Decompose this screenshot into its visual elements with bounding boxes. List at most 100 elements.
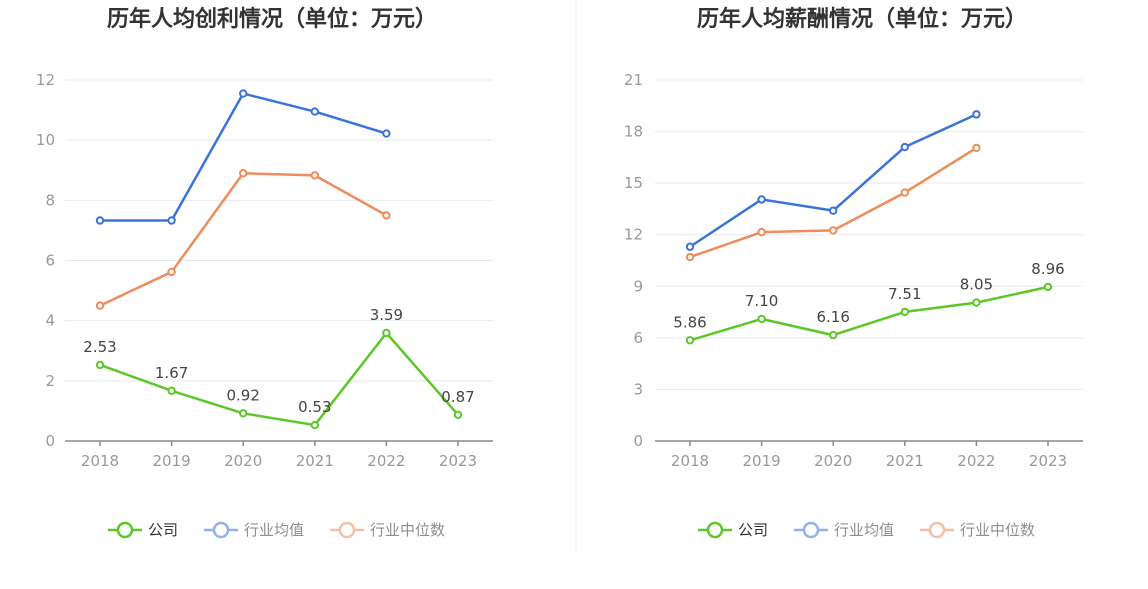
legend-label: 行业均值 bbox=[244, 521, 304, 539]
data-point-company bbox=[1043, 282, 1053, 292]
data-label: 7.51 bbox=[888, 285, 921, 303]
data-label: 7.10 bbox=[745, 292, 778, 310]
data-point-company bbox=[239, 409, 248, 418]
y-tick-label: 9 bbox=[633, 277, 643, 295]
series-line-industry_median bbox=[689, 146, 978, 259]
legend-label: 公司 bbox=[148, 521, 178, 539]
y-tick-label: 0 bbox=[633, 432, 643, 450]
x-tick-label: 2020 bbox=[224, 452, 262, 470]
x-tick-label: 2021 bbox=[296, 452, 334, 470]
legend-item-industry_median: 行业中位数 bbox=[920, 521, 1035, 539]
data-label: 0.87 bbox=[441, 388, 474, 406]
data-label: 8.05 bbox=[960, 276, 993, 294]
x-tick-label: 2019 bbox=[743, 452, 781, 470]
data-point-industry_avg bbox=[829, 206, 838, 215]
y-tick-label: 8 bbox=[45, 191, 55, 209]
series-line-company bbox=[99, 331, 459, 427]
chart-1: 历年人均创利情况（单位：万元） 0 2 4 6 8 10 12 2018 2019 2020 2021… bbox=[36, 6, 493, 539]
x-tick-label: 2021 bbox=[886, 452, 924, 470]
y-tick-label: 12 bbox=[36, 71, 55, 89]
x-tick-label: 2023 bbox=[1029, 452, 1067, 470]
data-point-industry_avg bbox=[900, 142, 909, 152]
data-point-industry_median bbox=[757, 227, 766, 237]
legend: 公司 行业均值 行业中位数 bbox=[108, 521, 445, 539]
legend-label: 行业中位数 bbox=[960, 521, 1035, 539]
legend-symbol-circle bbox=[802, 521, 820, 539]
series-line-industry_avg bbox=[100, 92, 387, 222]
y-tick-label: 2 bbox=[45, 372, 55, 390]
data-point-industry_median bbox=[900, 188, 909, 197]
data-point-industry_median bbox=[685, 252, 695, 262]
y-tick-label: 6 bbox=[45, 252, 55, 270]
data-point-industry_avg bbox=[757, 195, 766, 204]
data-point-industry_median bbox=[167, 267, 176, 277]
chart-title: 历年人均薪酬情况（单位：万元） bbox=[697, 6, 1027, 32]
data-point-company bbox=[310, 420, 319, 430]
legend-symbol-circle bbox=[116, 521, 134, 539]
y-tick-label: 21 bbox=[624, 71, 643, 89]
x-tick-label: 2023 bbox=[439, 452, 477, 470]
x-tick-label: 2022 bbox=[367, 452, 405, 470]
data-point-industry_avg bbox=[95, 216, 105, 225]
chart-title: 历年人均创利情况（单位：万元） bbox=[107, 6, 437, 32]
y-tick-label: 6 bbox=[633, 329, 643, 347]
y-tick-label: 12 bbox=[624, 226, 643, 244]
legend-item-industry_median: 行业中位数 bbox=[330, 521, 445, 539]
legend-item-company: 公司 bbox=[698, 521, 768, 539]
legend-symbol-circle bbox=[212, 521, 230, 539]
y-tick-label: 4 bbox=[45, 312, 55, 330]
data-point-industry_avg bbox=[239, 89, 248, 98]
data-label: 5.86 bbox=[673, 313, 706, 331]
data-point-industry_median bbox=[829, 226, 838, 235]
data-point-company bbox=[685, 336, 695, 345]
y-tick-label: 18 bbox=[624, 123, 643, 141]
data-label: 6.16 bbox=[816, 308, 849, 326]
legend-item-industry_avg: 行业均值 bbox=[204, 521, 304, 539]
data-point-industry_median bbox=[239, 169, 248, 178]
data-point-company bbox=[972, 298, 981, 307]
data-point-industry_avg bbox=[310, 107, 319, 116]
data-point-company bbox=[829, 330, 838, 340]
data-label: 3.59 bbox=[370, 306, 403, 324]
data-point-company bbox=[167, 386, 176, 395]
data-point-company bbox=[900, 307, 909, 317]
data-label: 8.96 bbox=[1031, 260, 1064, 278]
legend: 公司 行业均值 行业中位数 bbox=[698, 521, 1035, 539]
data-label: 1.67 bbox=[155, 364, 188, 382]
x-tick-label: 2022 bbox=[957, 452, 995, 470]
data-label: 0.53 bbox=[298, 398, 331, 416]
legend-symbol-circle bbox=[706, 521, 724, 539]
x-tick-label: 2020 bbox=[814, 452, 852, 470]
data-point-industry_avg bbox=[382, 129, 391, 138]
series-line-company bbox=[689, 285, 1049, 342]
data-point-industry_median bbox=[95, 301, 105, 310]
x-tick-label: 2018 bbox=[81, 452, 119, 470]
y-tick-label: 3 bbox=[633, 380, 643, 398]
data-point-company bbox=[757, 314, 766, 324]
data-label: 0.92 bbox=[226, 386, 259, 404]
data-point-industry_median bbox=[310, 171, 319, 180]
legend-symbol-circle bbox=[928, 521, 946, 539]
x-tick-label: 2018 bbox=[671, 452, 709, 470]
legend-item-industry_avg: 行业均值 bbox=[794, 521, 894, 539]
data-point-industry_avg bbox=[685, 242, 695, 251]
legend-label: 行业均值 bbox=[834, 521, 894, 539]
chart-2: 历年人均薪酬情况（单位：万元） 0 3 6 9 12 15 18 21 2018 2019 2020 2… bbox=[624, 6, 1083, 539]
data-point-industry_median bbox=[382, 211, 391, 220]
data-point-company bbox=[382, 328, 391, 338]
y-tick-label: 15 bbox=[624, 174, 643, 192]
data-point-company bbox=[453, 410, 463, 420]
x-tick-label: 2019 bbox=[153, 452, 191, 470]
data-point-industry_avg bbox=[972, 110, 981, 119]
legend-label: 行业中位数 bbox=[370, 521, 445, 539]
data-point-industry_avg bbox=[167, 216, 176, 225]
data-point-company bbox=[95, 360, 105, 370]
legend-symbol-circle bbox=[338, 521, 356, 539]
data-label: 2.53 bbox=[83, 338, 116, 356]
y-tick-label: 0 bbox=[45, 432, 55, 450]
legend-label: 公司 bbox=[738, 521, 768, 539]
series-line-industry_median bbox=[99, 172, 388, 307]
data-point-industry_median bbox=[972, 143, 981, 153]
